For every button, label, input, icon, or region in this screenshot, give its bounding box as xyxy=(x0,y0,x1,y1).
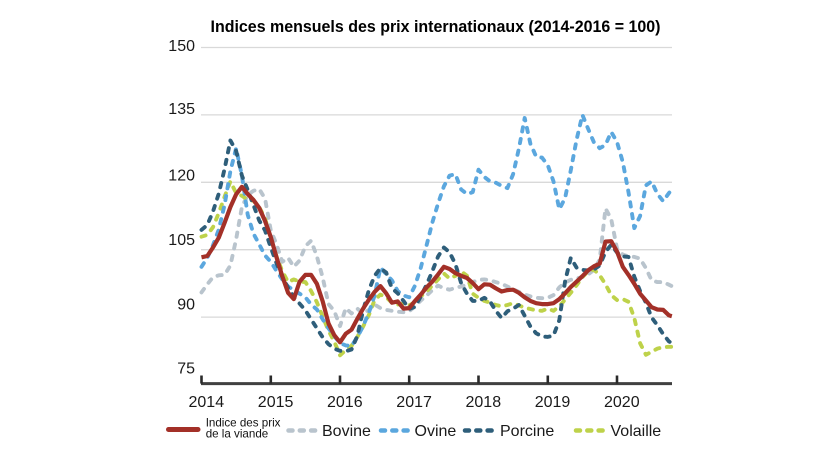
svg-text:Indice des prix: Indice des prix xyxy=(206,417,281,430)
svg-text:135: 135 xyxy=(168,101,195,118)
svg-text:2014: 2014 xyxy=(189,394,225,411)
svg-text:Indices mensuels des prix inte: Indices mensuels des prix internationaux… xyxy=(211,17,661,36)
svg-text:Bovine: Bovine xyxy=(322,423,371,440)
svg-text:Porcine: Porcine xyxy=(500,423,554,440)
svg-text:Volaille: Volaille xyxy=(611,423,662,440)
svg-text:120: 120 xyxy=(168,167,195,184)
svg-text:150: 150 xyxy=(168,38,195,55)
svg-text:Ovine: Ovine xyxy=(415,423,457,440)
svg-text:2017: 2017 xyxy=(396,394,432,411)
svg-text:2015: 2015 xyxy=(258,394,294,411)
svg-text:75: 75 xyxy=(177,361,195,378)
svg-text:2018: 2018 xyxy=(466,394,502,411)
svg-text:105: 105 xyxy=(168,232,195,249)
svg-text:2016: 2016 xyxy=(327,394,363,411)
svg-text:2019: 2019 xyxy=(535,394,571,411)
svg-text:2020: 2020 xyxy=(604,394,640,411)
svg-text:de la viande: de la viande xyxy=(206,427,269,440)
svg-text:90: 90 xyxy=(177,296,195,313)
